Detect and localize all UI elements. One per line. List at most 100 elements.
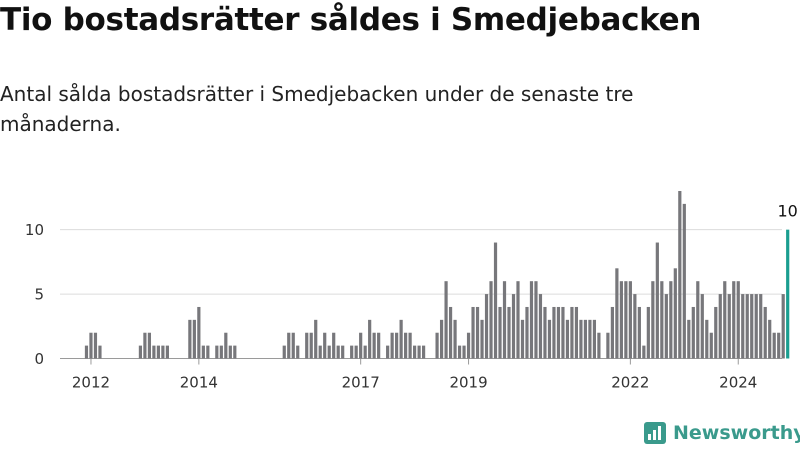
bar bbox=[574, 306, 579, 359]
page-subtitle: Antal sålda bostadsrätter i Smedjebacken… bbox=[0, 82, 634, 136]
bar bbox=[359, 332, 363, 359]
bar bbox=[709, 332, 713, 359]
page-title: Tio bostadsrätter såldes i Smedjebacken bbox=[0, 2, 702, 38]
bar bbox=[610, 306, 614, 359]
x-tick-label: 2017 bbox=[342, 374, 380, 392]
bar bbox=[224, 332, 228, 359]
bar bbox=[538, 294, 543, 359]
bar bbox=[628, 281, 632, 359]
bar bbox=[745, 294, 749, 359]
bar bbox=[475, 306, 480, 359]
bar bbox=[368, 319, 372, 359]
bar bbox=[448, 306, 453, 359]
bar bbox=[547, 319, 552, 359]
bar bbox=[435, 332, 439, 359]
bar bbox=[714, 306, 718, 359]
bar bbox=[655, 242, 659, 359]
chart-gridlines bbox=[60, 229, 782, 365]
bar bbox=[741, 294, 745, 359]
bar bbox=[763, 306, 767, 359]
bar bbox=[287, 332, 291, 359]
bar bbox=[471, 306, 475, 359]
bar bbox=[206, 345, 210, 359]
bar bbox=[507, 306, 511, 359]
bar bbox=[781, 294, 785, 359]
bar bbox=[511, 294, 516, 359]
highlight-value-label: 10 bbox=[778, 202, 798, 221]
bar bbox=[651, 281, 655, 359]
bar bbox=[318, 345, 322, 359]
bar bbox=[480, 319, 484, 359]
bar bbox=[660, 281, 664, 359]
bar bbox=[579, 319, 583, 359]
bar bbox=[543, 306, 547, 359]
bar bbox=[727, 294, 731, 359]
bar bbox=[619, 281, 623, 359]
bar bbox=[750, 294, 754, 359]
x-tick-label: 2024 bbox=[719, 374, 757, 392]
bar bbox=[462, 345, 466, 359]
bar bbox=[417, 345, 421, 359]
bar bbox=[377, 332, 381, 359]
x-tick-label: 2012 bbox=[72, 374, 110, 392]
bar bbox=[556, 306, 561, 359]
bar bbox=[390, 332, 394, 359]
x-tick-label: 2022 bbox=[611, 374, 649, 392]
bar bbox=[759, 294, 763, 359]
bar bbox=[637, 306, 641, 359]
bar bbox=[606, 332, 610, 359]
bar bbox=[395, 332, 399, 359]
bar bbox=[696, 281, 700, 359]
bar bbox=[84, 345, 89, 359]
bar bbox=[669, 281, 673, 359]
bar bbox=[777, 332, 781, 359]
x-tick-label: 2019 bbox=[449, 374, 487, 392]
bar bbox=[89, 332, 93, 359]
bar bbox=[354, 345, 358, 359]
bar bbox=[197, 306, 201, 359]
bar bbox=[404, 332, 408, 359]
bar bbox=[664, 294, 668, 359]
chart-bars bbox=[84, 191, 790, 359]
bar bbox=[327, 345, 331, 359]
bar bbox=[466, 332, 471, 359]
bar bbox=[147, 332, 152, 359]
bar bbox=[673, 268, 677, 359]
bar bbox=[93, 332, 98, 359]
bar bbox=[386, 345, 390, 359]
x-tick-label: 2014 bbox=[180, 374, 218, 392]
bar bbox=[233, 345, 237, 359]
bar bbox=[323, 332, 327, 359]
bar bbox=[228, 345, 232, 359]
bar bbox=[565, 319, 570, 359]
bar bbox=[165, 345, 169, 359]
bar bbox=[525, 306, 529, 359]
bar bbox=[772, 332, 776, 359]
bar bbox=[192, 319, 196, 359]
y-tick-label: 0 bbox=[34, 350, 44, 368]
bar bbox=[520, 319, 525, 359]
bar bbox=[188, 319, 192, 359]
bar bbox=[309, 332, 313, 359]
bar bbox=[552, 306, 556, 359]
bar bbox=[642, 345, 646, 359]
y-tick-label: 5 bbox=[34, 286, 44, 304]
bar bbox=[736, 281, 740, 359]
bar bbox=[633, 294, 637, 359]
bar bbox=[768, 319, 772, 359]
bar bbox=[219, 345, 223, 359]
y-tick-label: 10 bbox=[25, 221, 44, 239]
bar bbox=[413, 345, 417, 359]
bar bbox=[588, 319, 592, 359]
bar bbox=[754, 294, 758, 359]
bar bbox=[399, 319, 403, 359]
bar bbox=[332, 332, 336, 359]
bar bbox=[336, 345, 340, 359]
bar bbox=[156, 345, 160, 359]
bar bbox=[314, 319, 318, 359]
bar bbox=[215, 345, 219, 359]
bar bbox=[363, 345, 367, 359]
highlighted-bar bbox=[786, 229, 790, 359]
bar bbox=[291, 332, 295, 359]
chart-labels: 0 5 10 10 2012 2014 2017 2019 2022 2024 bbox=[25, 202, 798, 392]
